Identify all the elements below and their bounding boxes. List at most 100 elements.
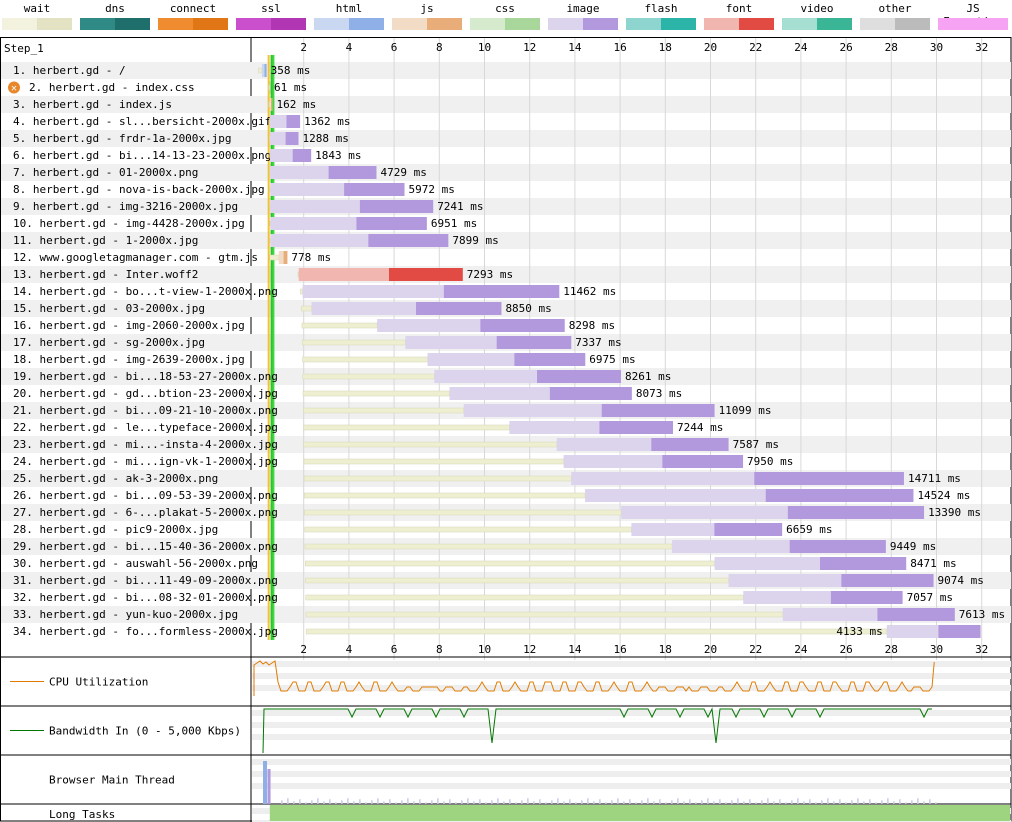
tick-label-bottom: 2: [300, 643, 307, 656]
main-thread-spike: [689, 799, 691, 804]
main-thread-spike: [701, 800, 703, 804]
main-thread-spike: [875, 802, 877, 804]
request-label: 11. herbert.gd - 1-2000x.jpg: [13, 234, 198, 247]
main-thread-spike: [437, 798, 439, 804]
main-thread-spike: [419, 799, 421, 804]
download-bar: [416, 302, 502, 315]
legend-label: html: [335, 2, 363, 15]
main-thread-spike: [611, 800, 613, 804]
main-thread-spike: [671, 800, 673, 804]
duration-label: 7244 ms: [677, 421, 723, 434]
main-thread-spike: [587, 798, 589, 804]
duration-label: 6659 ms: [786, 523, 832, 536]
main-thread-spike: [899, 799, 901, 804]
legend-label: video: [800, 2, 834, 15]
main-thread-spike: [551, 800, 553, 804]
tick-label-top: 22: [749, 41, 762, 54]
legend-item: dns: [80, 0, 150, 32]
duration-label: 8850 ms: [505, 302, 551, 315]
tick-label-bottom: 30: [930, 643, 943, 656]
tick-label-bottom: 24: [794, 643, 808, 656]
request-bar: [463, 404, 602, 417]
row-stripe: [1, 300, 1011, 317]
main-thread-spike: [779, 799, 781, 804]
request-bar: [571, 472, 755, 485]
main-thread-spike: [503, 801, 505, 804]
wait-bar: [268, 101, 271, 108]
request-bar: [270, 217, 357, 230]
graph-stripe: [252, 783, 1011, 789]
main-thread-spike: [767, 798, 769, 804]
main-thread-spike: [659, 799, 661, 804]
bottom-row-label: Bandwidth In (0 - 5,000 Kbps): [49, 725, 241, 738]
request-label: 2. herbert.gd - index.css: [29, 81, 195, 94]
duration-label: 1362 ms: [304, 115, 350, 128]
wait-bar: [269, 237, 271, 244]
duration-label: 8261 ms: [625, 370, 671, 383]
request-label: 17. herbert.gd - sg-2000x.jpg: [13, 336, 205, 349]
tick-label-bottom: 22: [749, 643, 762, 656]
legend-item: image: [548, 0, 618, 32]
row-stripe: [1, 266, 1011, 283]
legend-label: flash: [644, 2, 678, 15]
download-bar: [754, 472, 904, 485]
main-thread-spike: [869, 799, 871, 804]
bottom-row-label: Long Tasks: [49, 808, 115, 821]
tick-label-top: 12: [523, 41, 536, 54]
wait-bar: [305, 628, 888, 635]
request-bar: [278, 251, 284, 264]
request-bar: [585, 489, 766, 502]
wait-bar: [304, 543, 673, 550]
legend-swatch: [938, 18, 1008, 30]
tick-label-bottom: 32: [975, 643, 988, 656]
tick-label-top: 16: [613, 41, 626, 54]
download-bar: [549, 387, 632, 400]
main-thread-spike: [455, 802, 457, 804]
request-bar: [434, 370, 537, 383]
request-label: 9. herbert.gd - img-3216-2000x.jpg: [13, 200, 238, 213]
main-thread-spike: [845, 802, 847, 804]
main-thread-spike: [653, 801, 655, 804]
legend-item: ssl: [236, 0, 306, 32]
main-thread-spike: [293, 801, 295, 804]
duration-label: 8471 ms: [910, 557, 956, 570]
row-stripe: [1, 130, 1011, 147]
tick-label-top: 30: [930, 41, 943, 54]
download-bar: [787, 506, 925, 519]
download-bar: [877, 608, 955, 621]
main-thread-spike: [785, 802, 787, 804]
tick-label-bottom: 26: [839, 643, 852, 656]
request-label: 27. herbert.gd - 6-...plakat-5-2000x.png: [13, 506, 278, 519]
legend-swatch: [80, 18, 150, 30]
legend-label: dns: [105, 2, 125, 15]
request-label: 34. herbert.gd - fo...formless-2000x.jpg: [13, 625, 278, 638]
main-thread-spike: [521, 800, 523, 804]
request-label: 23. herbert.gd - mi...-insta-4-2000x.jpg: [13, 438, 278, 451]
legend-label: connect: [169, 2, 217, 15]
tick-label-bottom: 6: [391, 643, 398, 656]
legend-label: js: [420, 2, 434, 15]
tick-label-bottom: 8: [436, 643, 443, 656]
legend-item: js: [392, 0, 462, 32]
main-thread-spike: [665, 802, 667, 804]
main-thread-spike: [791, 800, 793, 804]
download-bar: [938, 625, 981, 638]
legend-label: ssl: [261, 2, 281, 15]
main-thread-spike: [389, 799, 391, 804]
main-thread-spike: [719, 799, 721, 804]
request-label: 14. herbert.gd - bo...t-view-1-2000x.png: [13, 285, 278, 298]
main-thread-spike: [317, 798, 319, 804]
wait-bar: [305, 577, 729, 584]
main-thread-spike: [623, 801, 625, 804]
main-thread-spike: [335, 802, 337, 804]
legend-item: video: [782, 0, 852, 32]
request-label: 20. herbert.gd - gd...btion-23-2000x.jpg: [13, 387, 278, 400]
row-stripe: [1, 96, 1011, 113]
main-thread-spike: [581, 800, 583, 804]
wait-bar: [269, 203, 271, 210]
legend-item: connect: [158, 0, 228, 32]
download-bar: [328, 166, 377, 179]
download-bar: [292, 149, 312, 162]
main-thread-spike: [407, 798, 409, 804]
